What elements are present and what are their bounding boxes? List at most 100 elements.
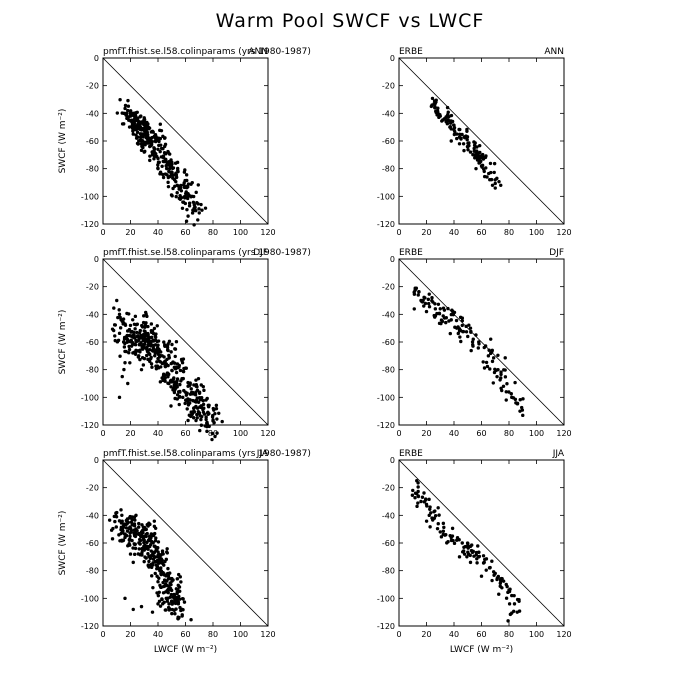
data-point — [139, 534, 144, 539]
data-point — [199, 423, 204, 427]
x-tick-label: 0 — [396, 429, 401, 438]
y-axis-label: SWCF (W m⁻²) — [58, 109, 68, 174]
data-point — [161, 134, 165, 139]
data-point — [179, 357, 184, 362]
data-point — [203, 206, 208, 210]
x-tick-label: 40 — [153, 228, 163, 237]
data-point — [150, 534, 155, 538]
data-point — [417, 290, 421, 294]
data-point — [143, 527, 147, 532]
data-point — [158, 583, 162, 588]
data-point — [415, 504, 419, 509]
data-point — [505, 382, 509, 386]
data-point — [167, 339, 172, 344]
y-tick-label: -40 — [86, 310, 99, 319]
data-point — [490, 348, 494, 353]
y-tick-label: -100 — [377, 594, 395, 603]
reference-line — [398, 459, 565, 627]
data-point — [437, 312, 442, 316]
data-point — [165, 357, 169, 362]
data-point — [508, 587, 512, 591]
data-point — [114, 515, 119, 519]
data-point — [156, 147, 160, 151]
data-point — [117, 533, 121, 537]
data-point — [134, 133, 138, 137]
data-point — [156, 602, 160, 606]
y-tick-label: 0 — [94, 456, 99, 465]
data-point — [153, 136, 158, 140]
data-point — [129, 520, 134, 524]
data-point — [510, 593, 514, 598]
data-point — [210, 431, 215, 436]
data-point — [484, 360, 489, 365]
data-point — [146, 547, 150, 551]
data-point — [122, 367, 126, 372]
data-point — [458, 335, 462, 339]
data-point — [441, 306, 446, 310]
data-point — [159, 566, 163, 570]
data-point — [460, 316, 465, 320]
data-point — [217, 411, 221, 416]
data-point — [155, 558, 160, 563]
data-point — [452, 132, 457, 137]
data-point — [157, 561, 162, 565]
data-point — [162, 563, 166, 567]
data-point — [161, 172, 165, 177]
data-point — [422, 304, 426, 308]
data-point — [131, 560, 135, 565]
data-point — [137, 337, 141, 342]
data-point — [133, 327, 137, 331]
data-point — [169, 404, 173, 408]
data-point — [125, 529, 130, 533]
data-point — [444, 116, 448, 120]
data-point — [186, 397, 190, 401]
data-point — [170, 194, 174, 198]
data-point — [174, 179, 178, 184]
data-point — [173, 347, 178, 351]
data-point — [428, 525, 432, 529]
data-point — [146, 552, 150, 556]
data-point — [161, 361, 166, 365]
scatter-panel-3: 0 20 40 60 80 100 120 0 -20 -40 -60 -80 -100 -120 ERBE… — [377, 248, 572, 438]
data-point — [128, 525, 132, 529]
data-point — [186, 185, 190, 189]
data-point — [194, 384, 198, 388]
data-point — [166, 566, 170, 571]
data-point — [477, 554, 482, 559]
data-point — [207, 411, 211, 416]
data-point — [123, 106, 127, 111]
data-point — [472, 149, 476, 153]
data-point — [127, 125, 132, 129]
data-point — [499, 370, 503, 374]
y-tick-label: -20 — [86, 82, 99, 91]
data-point — [172, 390, 177, 395]
data-point — [201, 410, 206, 414]
panel-season-label: ANN — [248, 47, 268, 57]
data-point — [162, 151, 167, 155]
data-point — [136, 122, 140, 127]
data-point — [165, 547, 169, 551]
data-point — [484, 154, 488, 158]
data-point — [142, 548, 146, 552]
data-point — [111, 328, 116, 333]
data-point — [166, 149, 170, 154]
data-point — [452, 310, 457, 315]
data-point — [467, 323, 471, 327]
data-point — [213, 411, 217, 416]
data-point — [484, 568, 488, 572]
data-point — [466, 546, 470, 550]
data-point — [118, 315, 122, 320]
x-tick-label: 120 — [260, 429, 275, 438]
data-point — [483, 344, 488, 348]
data-point — [177, 402, 181, 407]
data-point — [178, 368, 183, 373]
data-point — [133, 546, 138, 551]
data-point — [141, 132, 146, 136]
data-point — [144, 312, 148, 316]
data-point — [468, 326, 473, 330]
data-point — [143, 342, 147, 346]
y-tick-label: -100 — [81, 594, 99, 603]
data-point — [153, 354, 157, 358]
data-point — [123, 103, 128, 108]
data-point — [156, 339, 161, 343]
